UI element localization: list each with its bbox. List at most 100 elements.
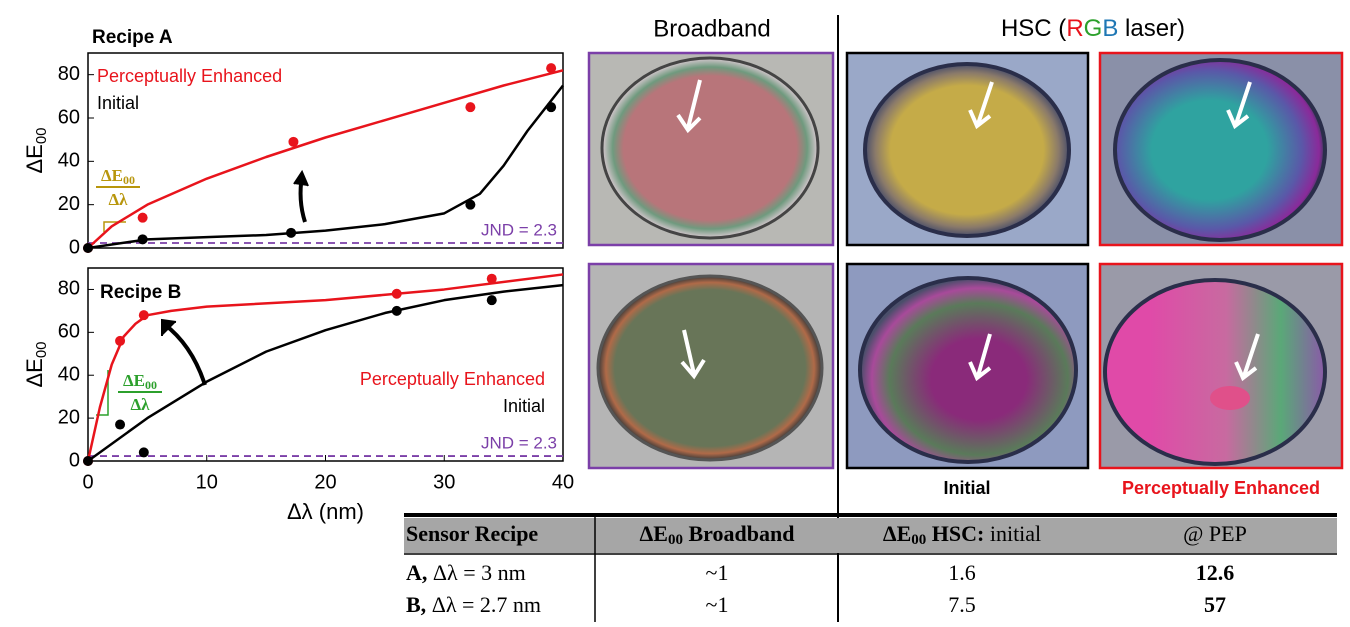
x-axis-label: Δλ (nm)	[287, 499, 364, 524]
table-cell: B, Δλ = 2.7 nm	[406, 592, 541, 617]
x-tick-label: 30	[433, 471, 455, 493]
text-part: Broadband	[683, 521, 794, 546]
table-cell: ΔE00 HSC: initial	[883, 521, 1041, 548]
table-cell: ~1	[706, 560, 729, 585]
y-tick-label: 0	[69, 449, 80, 471]
slope-denominator: Δλ	[130, 395, 150, 414]
x-tick-label: 10	[196, 471, 218, 493]
text-part: 57	[1204, 592, 1226, 617]
y-tick-label: 80	[58, 63, 80, 85]
data-point	[115, 420, 125, 430]
text-part: A,	[406, 560, 427, 585]
data-point	[138, 234, 148, 244]
data-point	[83, 456, 93, 466]
data-point	[139, 447, 149, 457]
table-cell: 12.6	[1196, 560, 1235, 585]
slope-numerator: ΔE00	[123, 371, 157, 392]
data-point	[288, 137, 298, 147]
jnd-label: JND = 2.3	[481, 434, 557, 453]
text-part: 1.6	[948, 560, 976, 585]
data-point	[138, 213, 148, 223]
y-label-main: ΔE	[22, 358, 47, 387]
table-cell: 1.6	[948, 560, 976, 585]
data-point	[546, 63, 556, 73]
text-part: R	[1066, 15, 1083, 42]
chart-title: Recipe A	[92, 27, 173, 48]
chart-title: Recipe B	[100, 282, 181, 303]
data-point	[392, 289, 402, 299]
text-part: ΔE	[883, 521, 911, 546]
y-tick-label: 0	[69, 236, 80, 258]
photo-hsc-initial-b	[847, 264, 1088, 468]
y-label-sub: 00	[33, 127, 50, 144]
text-part: HSC (	[1001, 15, 1066, 42]
text-part: 00	[668, 532, 683, 548]
text-part: 7.5	[948, 592, 976, 617]
text-part: laser)	[1118, 15, 1185, 42]
slope-sub: 00	[145, 378, 157, 392]
y-label-sub: 00	[33, 341, 50, 358]
trend-arrow-head	[294, 172, 308, 186]
jnd-label: JND = 2.3	[481, 221, 557, 240]
slope-top: ΔE	[101, 166, 123, 185]
photo-hsc-pep-a	[1100, 53, 1342, 245]
text-part: B,	[406, 592, 426, 617]
slope-denominator: Δλ	[108, 190, 128, 209]
table-cell: ΔE00 Broadband	[640, 521, 795, 548]
table-cell: ~1	[706, 592, 729, 617]
y-tick-label: 80	[58, 278, 80, 300]
y-tick-label: 60	[58, 321, 80, 343]
text-part: initial	[984, 521, 1041, 546]
table-cell: A, Δλ = 3 nm	[406, 560, 526, 585]
slope-sub: 00	[123, 173, 135, 187]
legend-entry: Perceptually Enhanced	[97, 66, 282, 86]
photo-caption: Perceptually Enhanced	[1122, 478, 1320, 498]
text-part: Δλ = 2.7 nm	[426, 592, 541, 617]
slope-bracket	[96, 370, 108, 415]
text-part: 12.6	[1196, 560, 1235, 585]
text-part: HSC:	[926, 521, 984, 546]
photo-hsc-pep-b	[1100, 264, 1342, 468]
table-cell: @ PEP	[1183, 521, 1247, 546]
figure: Broadband HSC (RGB laser) Initial Percept…	[0, 0, 1350, 622]
text-part: Δλ = 3 nm	[427, 560, 525, 585]
x-tick-label: 0	[82, 471, 93, 493]
text-part: @ PEP	[1183, 521, 1247, 546]
slope-top: ΔE	[123, 371, 145, 390]
hsc-header: HSC (RGB laser)	[1001, 15, 1185, 42]
photo-hsc-initial-a	[847, 53, 1088, 245]
y-axis-label: ΔE00	[22, 127, 50, 173]
y-tick-label: 40	[58, 150, 80, 172]
x-tick-label: 20	[314, 471, 336, 493]
text-part: ΔE	[640, 521, 668, 546]
legend-entry: Initial	[503, 396, 545, 416]
page: {"chart_data": [ {"type": "scatter", "ti…	[0, 0, 1350, 622]
data-point	[487, 295, 497, 305]
photo-broadband-b	[589, 264, 833, 468]
photo-caption: Initial	[943, 478, 990, 498]
legend-entry: Initial	[97, 93, 139, 113]
text-part: Sensor Recipe	[406, 521, 538, 546]
text-part: B	[1102, 15, 1118, 42]
table-cell: 7.5	[948, 592, 976, 617]
text-part: G	[1084, 15, 1103, 42]
text-part: 00	[911, 532, 926, 548]
table-cell: Sensor Recipe	[406, 521, 538, 546]
y-axis-label: ΔE00	[22, 341, 50, 387]
data-point	[546, 102, 556, 112]
broadband-header: Broadband	[653, 15, 770, 42]
y-label-main: ΔE	[22, 144, 47, 173]
y-tick-label: 20	[58, 193, 80, 215]
photo-broadband-a	[589, 53, 833, 245]
data-point	[286, 228, 296, 238]
table-cell: 57	[1204, 592, 1226, 617]
data-point	[83, 243, 93, 253]
text-part: ~1	[706, 592, 729, 617]
y-tick-label: 40	[58, 364, 80, 386]
data-point	[465, 102, 475, 112]
trend-arrow	[164, 324, 205, 385]
data-point	[392, 306, 402, 316]
data-point	[465, 200, 475, 210]
y-tick-label: 20	[58, 406, 80, 428]
data-point	[487, 274, 497, 284]
